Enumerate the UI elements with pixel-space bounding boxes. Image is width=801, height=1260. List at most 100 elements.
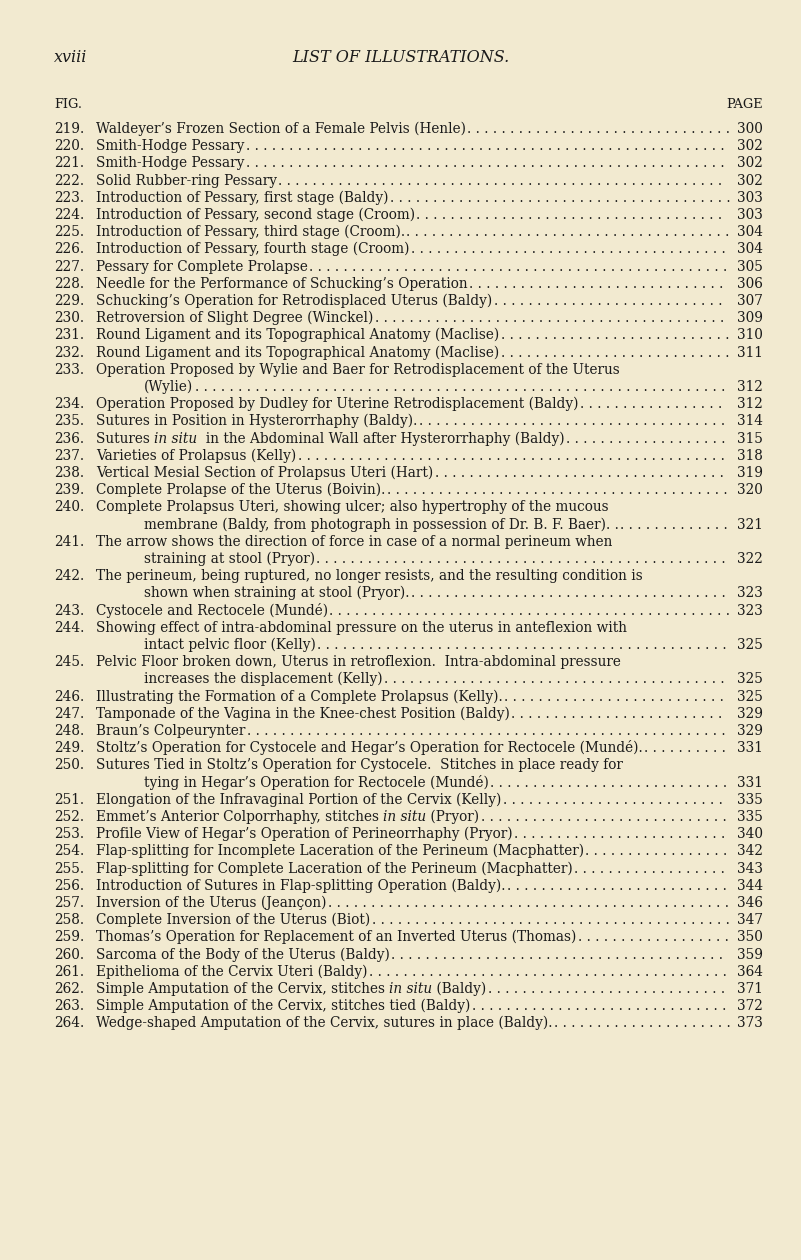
Text: Sarcoma of the Body of the Uterus (Baldy): Sarcoma of the Body of the Uterus (Baldy… [96, 948, 390, 961]
Text: Inversion of the Uterus (Jeançon): Inversion of the Uterus (Jeançon) [96, 896, 327, 910]
Text: 364: 364 [737, 965, 763, 979]
Text: 304: 304 [737, 226, 763, 239]
Text: Smith-Hodge Pessary: Smith-Hodge Pessary [96, 139, 244, 154]
Text: 331: 331 [737, 741, 763, 755]
Text: 263.: 263. [54, 999, 84, 1013]
Text: 335: 335 [737, 793, 763, 806]
Text: 224.: 224. [54, 208, 84, 222]
Text: Varieties of Prolapsus (Kelly): Varieties of Prolapsus (Kelly) [96, 449, 296, 462]
Text: . . . . . . . . . . . . . . . . . . . . . . . . . . . . . . . . . . . . .: . . . . . . . . . . . . . . . . . . . . … [411, 586, 730, 601]
Text: Round Ligament and its Topographical Anatomy (Maclise): Round Ligament and its Topographical Ana… [96, 345, 499, 359]
Text: Epithelioma of the Cervix Uteri (Baldy): Epithelioma of the Cervix Uteri (Baldy) [96, 964, 368, 979]
Text: straining at stool (Pryor): straining at stool (Pryor) [144, 552, 315, 566]
Text: Vertical Mesial Section of Prolapsus Uteri (Hart): Vertical Mesial Section of Prolapsus Ute… [96, 466, 433, 480]
Text: Complete Prolapse of the Uterus (Boivin).: Complete Prolapse of the Uterus (Boivin)… [96, 483, 385, 498]
Text: 314: 314 [737, 415, 763, 428]
Text: . . . . . . . . . . . . . . . . . . . . . . . . .: . . . . . . . . . . . . . . . . . . . . … [514, 828, 730, 842]
Text: . . . . . . . . . . . . . . . . . . . . . . . . . . . . . . . . . . . . . . . . : . . . . . . . . . . . . . . . . . . . . … [297, 449, 729, 462]
Text: 257.: 257. [54, 896, 84, 910]
Text: 302: 302 [737, 156, 763, 170]
Text: Complete Inversion of the Uterus (Biot): Complete Inversion of the Uterus (Biot) [96, 912, 370, 927]
Text: 307: 307 [737, 294, 763, 307]
Text: . . . . . . . . . . . . . . . . . .: . . . . . . . . . . . . . . . . . . [578, 930, 733, 945]
Text: . . . . . . . . . . . . . . . . . . . . . . . . .: . . . . . . . . . . . . . . . . . . . . … [511, 707, 727, 721]
Text: 343: 343 [737, 862, 763, 876]
Text: 236.: 236. [54, 432, 84, 446]
Text: Stoltz’s Operation for Cystocele and Hegar’s Operation for Rectocele (Mundé).: Stoltz’s Operation for Cystocele and Heg… [96, 740, 642, 755]
Text: 300: 300 [737, 122, 763, 136]
Text: Introduction of Pessary, fourth stage (Croom): Introduction of Pessary, fourth stage (C… [96, 242, 409, 256]
Text: . . . . . . . . . . . . . . . . . . . . . . . . . .: . . . . . . . . . . . . . . . . . . . . … [504, 689, 728, 703]
Text: 245.: 245. [54, 655, 84, 669]
Text: . . . . . . . . . . . . . . . . . . .: . . . . . . . . . . . . . . . . . . . [566, 432, 731, 446]
Text: Sutures Tied in Stoltz’s Operation for Cystocele.  Stitches in place ready for: Sutures Tied in Stoltz’s Operation for C… [96, 759, 623, 772]
Text: 323: 323 [737, 586, 763, 601]
Text: 261.: 261. [54, 965, 84, 979]
Text: . . . . . . . . . . . . . . . . . . . . . . . . . . .: . . . . . . . . . . . . . . . . . . . . … [501, 345, 734, 359]
Text: 347: 347 [737, 914, 763, 927]
Text: 259.: 259. [54, 930, 84, 945]
Text: . . . . . . . . . . . . . . . . . .: . . . . . . . . . . . . . . . . . . [574, 862, 729, 876]
Text: LIST OF ILLUSTRATIONS.: LIST OF ILLUSTRATIONS. [292, 49, 509, 66]
Text: 221.: 221. [54, 156, 84, 170]
Text: . . . . . . . . . . . . . . . . . . . . . . . . . . . . .: . . . . . . . . . . . . . . . . . . . . … [481, 810, 731, 824]
Text: 325: 325 [737, 638, 763, 651]
Text: 340: 340 [737, 828, 763, 842]
Text: 373: 373 [737, 1017, 763, 1031]
Text: in the Abdominal Wall after Hysterorrhaphy (Baldy): in the Abdominal Wall after Hysterorrhap… [197, 431, 565, 446]
Text: Operation Proposed by Dudley for Uterine Retrodisplacement (Baldy): Operation Proposed by Dudley for Uterine… [96, 397, 578, 411]
Text: 256.: 256. [54, 878, 84, 893]
Text: Introduction of Pessary, third stage (Croom).: Introduction of Pessary, third stage (Cr… [96, 224, 405, 239]
Text: . . . . . . . . . . . . . . . . . . . . . . . . . . . . . . . . . . . . .: . . . . . . . . . . . . . . . . . . . . … [411, 242, 730, 256]
Text: 242.: 242. [54, 570, 84, 583]
Text: shown when straining at stool (Pryor).: shown when straining at stool (Pryor). [144, 586, 409, 601]
Text: 249.: 249. [54, 741, 84, 755]
Text: Waldeyer’s Frozen Section of a Female Pelvis (Henle): Waldeyer’s Frozen Section of a Female Pe… [96, 122, 466, 136]
Text: 243.: 243. [54, 604, 84, 617]
Text: 322: 322 [737, 552, 763, 566]
Text: Tamponade of the Vagina in the Knee-chest Position (Baldy): Tamponade of the Vagina in the Knee-ches… [96, 707, 510, 721]
Text: 302: 302 [737, 174, 763, 188]
Text: . . . . . . . . . . . . . . . . . . . . . . . . . . .: . . . . . . . . . . . . . . . . . . . . … [493, 294, 727, 307]
Text: (Baldy): (Baldy) [433, 982, 487, 995]
Text: 233.: 233. [54, 363, 84, 377]
Text: 309: 309 [737, 311, 763, 325]
Text: increases the displacement (Kelly): increases the displacement (Kelly) [144, 672, 383, 687]
Text: 264.: 264. [54, 1017, 84, 1031]
Text: Pelvic Floor broken down, Uterus in retroflexion.  Intra-abdominal pressure: Pelvic Floor broken down, Uterus in retr… [96, 655, 621, 669]
Text: . . . . . . . . . . . . . . . . . . . . . . . . . . .: . . . . . . . . . . . . . . . . . . . . … [501, 329, 734, 343]
Text: 312: 312 [737, 397, 763, 411]
Text: 252.: 252. [54, 810, 84, 824]
Text: 239.: 239. [54, 483, 84, 498]
Text: 344: 344 [737, 878, 763, 893]
Text: in situ: in situ [389, 982, 433, 995]
Text: Operation Proposed by Wylie and Baer for Retrodisplacement of the Uterus: Operation Proposed by Wylie and Baer for… [96, 363, 620, 377]
Text: . . . . . . . . . . . . . . . . . . . . . . . . . . . . . . . . . . . . . . . . : . . . . . . . . . . . . . . . . . . . . … [309, 260, 732, 273]
Text: . . . . . . . . . . . . . . . . . . . . . . . . . . . . . . . . . . . . . . . . : . . . . . . . . . . . . . . . . . . . . … [195, 381, 729, 394]
Text: . . . . . . . . . . . . . . . . . . . . . . . . . . . . . . . . . . . . . .: . . . . . . . . . . . . . . . . . . . . … [406, 226, 735, 239]
Text: The perineum, being ruptured, no longer resists, and the resulting condition is: The perineum, being ruptured, no longer … [96, 570, 642, 583]
Text: Cystocele and Rectocele (Mundé): Cystocele and Rectocele (Mundé) [96, 602, 328, 617]
Text: 320: 320 [737, 483, 763, 498]
Text: 247.: 247. [54, 707, 84, 721]
Text: . . . . . . . . . . . . . . . . . . . . . . . . . . . . . . . . . . . . . . . .: . . . . . . . . . . . . . . . . . . . . … [387, 483, 731, 498]
Text: intact pelvic floor (Kelly): intact pelvic floor (Kelly) [144, 638, 316, 651]
Text: . . . . . . . . . . . . . . . . . . . . . . . . . . . . . .: . . . . . . . . . . . . . . . . . . . . … [472, 999, 731, 1013]
Text: . . . . . . . . . . . . . . . . . . . . . . . . . . . . . . . . . . . . . . . .: . . . . . . . . . . . . . . . . . . . . … [384, 673, 729, 687]
Text: 305: 305 [737, 260, 763, 273]
Text: . . . . . . . . . . . . . . . . .: . . . . . . . . . . . . . . . . . [580, 397, 727, 411]
Text: membrane (Baldy, from photograph in possession of Dr. B. F. Baer). .: membrane (Baldy, from photograph in poss… [144, 517, 619, 532]
Text: 303: 303 [737, 190, 763, 205]
Text: 325: 325 [737, 689, 763, 703]
Text: . . . . . . . . . . . . . . . . . . . . . . . . . . . . . . . . . . . . . . . . : . . . . . . . . . . . . . . . . . . . . … [368, 965, 731, 979]
Text: 230.: 230. [54, 311, 84, 325]
Text: 371: 371 [737, 982, 763, 995]
Text: 225.: 225. [54, 226, 84, 239]
Text: Elongation of the Infravaginal Portion of the Cervix (Kelly): Elongation of the Infravaginal Portion o… [96, 793, 501, 806]
Text: . . . . . . . . . . . . . . . . . . . . .: . . . . . . . . . . . . . . . . . . . . … [553, 1017, 735, 1031]
Text: 251.: 251. [54, 793, 84, 806]
Text: . . . . . . . . . . . . . . . . . . . . . . . . . . . . . . . . . .: . . . . . . . . . . . . . . . . . . . . … [434, 466, 728, 480]
Text: 244.: 244. [54, 621, 84, 635]
Text: 306: 306 [737, 277, 763, 291]
Text: Illustrating the Formation of a Complete Prolapsus (Kelly).: Illustrating the Formation of a Complete… [96, 689, 503, 703]
